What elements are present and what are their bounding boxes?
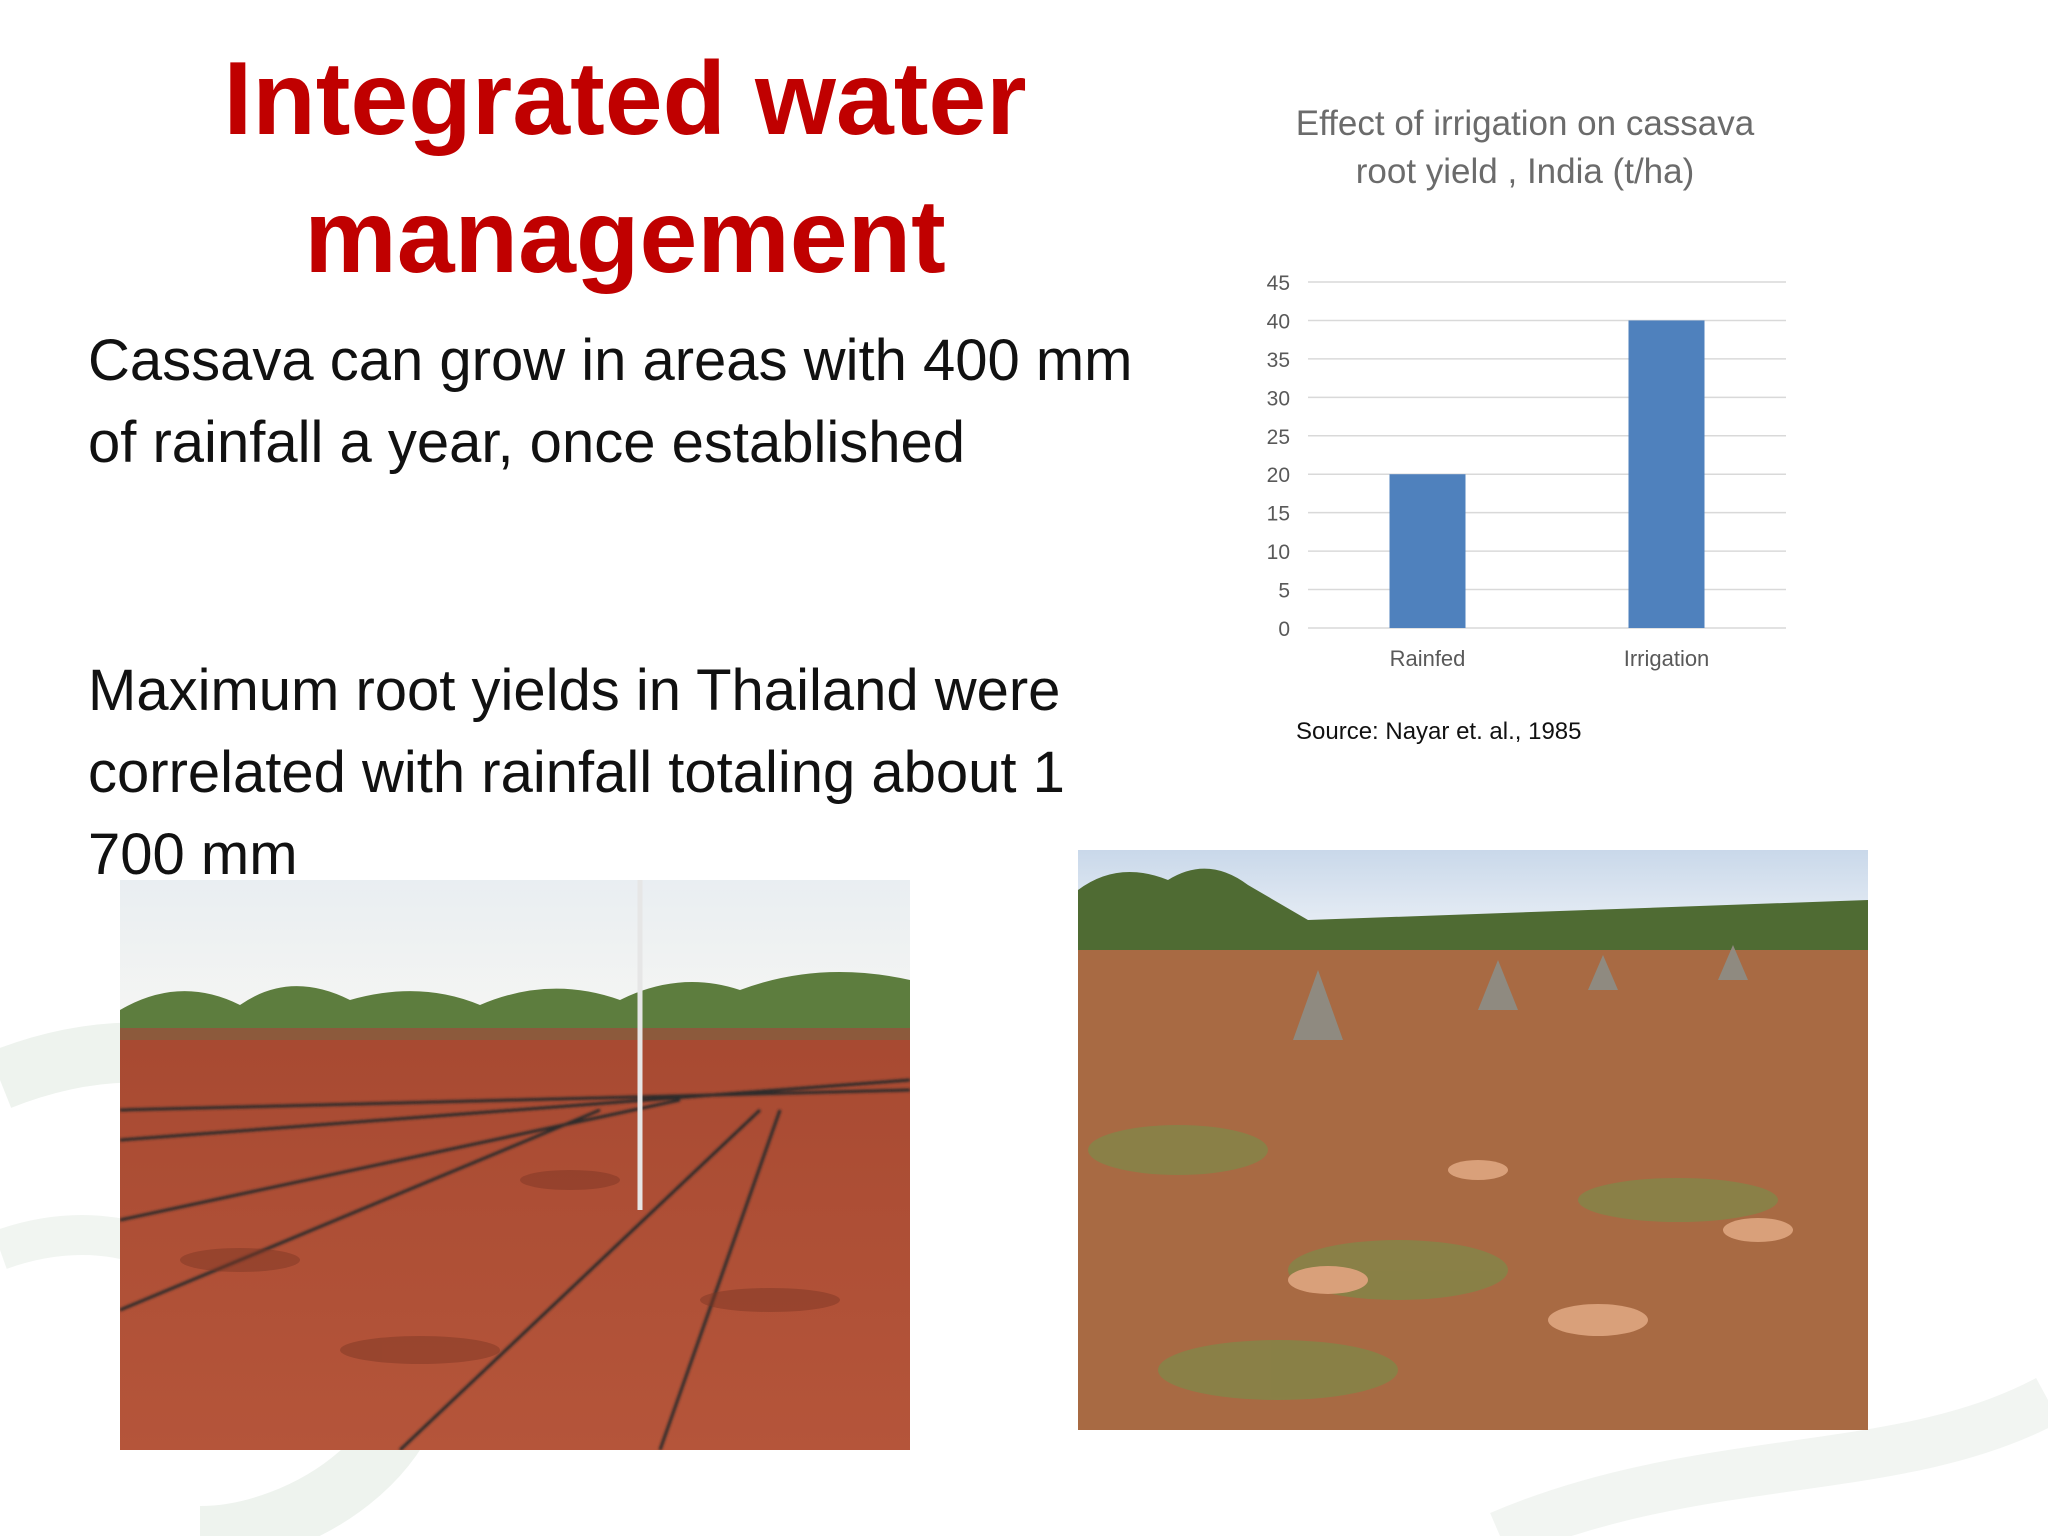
- bar-rainfed: [1389, 474, 1466, 628]
- y-tick-label: 40: [1267, 310, 1290, 333]
- y-tick-label: 35: [1267, 349, 1290, 372]
- photo-harvested-cassava-field: [1078, 850, 1868, 1430]
- y-tick-label: 45: [1267, 272, 1290, 295]
- y-tick-label: 25: [1267, 426, 1290, 449]
- y-tick-label: 5: [1278, 580, 1290, 603]
- y-tick-label: 15: [1267, 503, 1290, 526]
- y-tick-label: 30: [1267, 387, 1290, 410]
- x-tick-label: Irrigation: [1624, 646, 1710, 671]
- bar-chart-svg: 0 5 10 15 20 25 30 35 40 45 Rainfed Irrigation: [1267, 272, 1786, 671]
- chart-source-note: Source: Nayar et. al., 1985: [1296, 718, 1582, 745]
- photo-drip-irrigation-field: [120, 880, 910, 1450]
- y-tick-label: 10: [1267, 541, 1290, 564]
- x-tick-label: Rainfed: [1390, 646, 1466, 671]
- bar-irrigation: [1628, 320, 1705, 628]
- chart-title: Effect of irrigation on cassava root yie…: [1295, 104, 1755, 191]
- y-tick-label: 0: [1278, 618, 1290, 641]
- slide-title: Integrated water management: [223, 41, 1027, 295]
- bar-chart: 0 5 10 15 20 25 30 35 40 45 Rainfed Irrigation: [1230, 260, 1820, 680]
- body-paragraph-rainfall-minimum: Cassava can grow in areas with 400 mm of…: [88, 328, 1133, 475]
- body-paragraph-rainfall-maximum: Maximum root yields in Thailand were cor…: [88, 658, 1065, 887]
- y-tick-label: 20: [1267, 464, 1290, 487]
